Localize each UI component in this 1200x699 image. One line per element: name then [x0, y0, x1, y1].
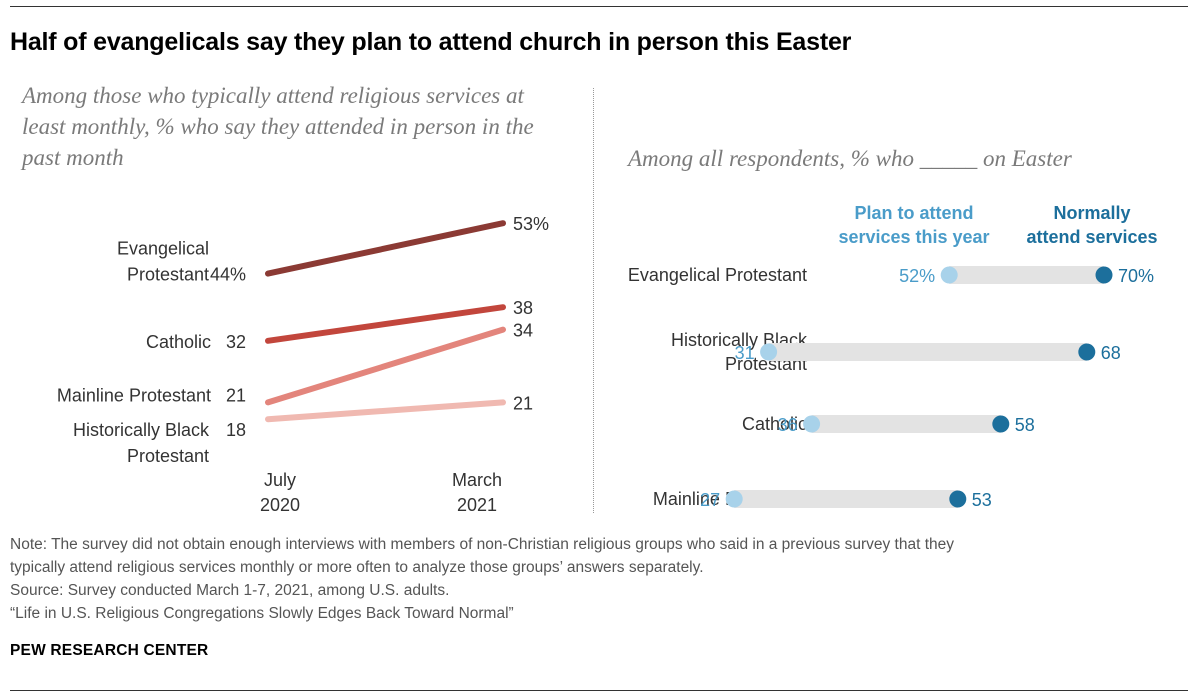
pew-logo-text: PEW RESEARCH CENTER: [10, 642, 209, 659]
plan-to-attend-dot: [760, 343, 778, 361]
series-name-label: Protestant: [127, 446, 209, 466]
series-name-label: Protestant: [127, 265, 209, 285]
plan-value-label: 52%: [899, 266, 935, 286]
note-text: Note: The survey did not obtain enough i…: [10, 536, 954, 553]
start-value-label: 44%: [210, 265, 246, 285]
normal-value-label: 70%: [1118, 266, 1154, 286]
end-value-label: 21: [513, 393, 533, 413]
end-value-label: 38: [513, 298, 533, 318]
end-value-label: 34: [513, 321, 533, 341]
dot-chart: Plan to attend services this year Normally…: [628, 203, 1158, 510]
line-series-4: [265, 399, 506, 423]
x-axis-tick-label: 2021: [457, 495, 497, 515]
notes: Note: The survey did not obtain enough i…: [10, 533, 1180, 625]
series-name-label: Mainline Protestant: [57, 385, 211, 405]
normally-attend-dot: [1078, 343, 1096, 361]
legend-label: Normally: [1053, 203, 1130, 223]
bottom-rule: [10, 690, 1188, 691]
plan-to-attend-dot: [725, 490, 743, 508]
top-rule: [10, 6, 1188, 7]
x-axis-tick-label: July: [264, 470, 296, 490]
start-value-label: 32: [226, 332, 246, 352]
x-axis-tick-label: March: [452, 470, 502, 490]
category-label: Evangelical Protestant: [628, 265, 807, 285]
normally-attend-dot: [949, 490, 967, 508]
right-chart-subtitle: Among all respondents, % who _____ on Ea…: [628, 146, 1072, 171]
plan-value-label: 36: [778, 415, 798, 435]
line-series-3: [265, 326, 506, 406]
chart-title: Half of evangelicals say they plan to at…: [10, 28, 852, 56]
line-series-2: [265, 304, 506, 344]
left-chart-subtitle: Among those who typically attend religio…: [22, 83, 534, 170]
x-axis-tick-label: 2020: [260, 495, 300, 515]
legend-label: Plan to attend: [854, 203, 973, 223]
legend-label: services this year: [838, 227, 989, 247]
note-text-continued: typically attend religious services mont…: [10, 559, 704, 576]
line-chart: 44% 53% 32 38 21 34 18 21 Evangelical Protestant C…: [57, 214, 549, 515]
normal-value-label: 53: [972, 490, 992, 510]
legend-label: attend services: [1026, 227, 1157, 247]
series-name-label: Evangelical: [117, 239, 209, 259]
series-name-label: Historically Black: [73, 420, 210, 440]
plan-to-attend-dot: [940, 266, 958, 284]
end-value-label: 53%: [513, 214, 549, 234]
line-series-1: [265, 220, 506, 277]
start-value-label: 18: [226, 420, 246, 440]
start-value-label: 21: [226, 385, 246, 405]
source-text: Source: Survey conducted March 1-7, 2021…: [10, 582, 450, 599]
plan-to-attend-dot: [803, 415, 821, 433]
chart-canvas: 44% 53% 32 38 21 34 18 21 Evangelical Protestant C…: [57, 203, 1158, 515]
report-title: “Life in U.S. Religious Congregations Sl…: [10, 605, 514, 622]
normal-value-label: 58: [1015, 415, 1035, 435]
plan-value-label: 27: [700, 490, 720, 510]
series-name-label: Catholic: [146, 332, 211, 352]
normally-attend-dot: [992, 415, 1010, 433]
category-label: Catholic: [742, 414, 807, 434]
normally-attend-dot: [1095, 266, 1113, 284]
normal-value-label: 68: [1101, 343, 1121, 363]
panel-divider: [593, 88, 594, 513]
plan-value-label: 31: [735, 343, 755, 363]
